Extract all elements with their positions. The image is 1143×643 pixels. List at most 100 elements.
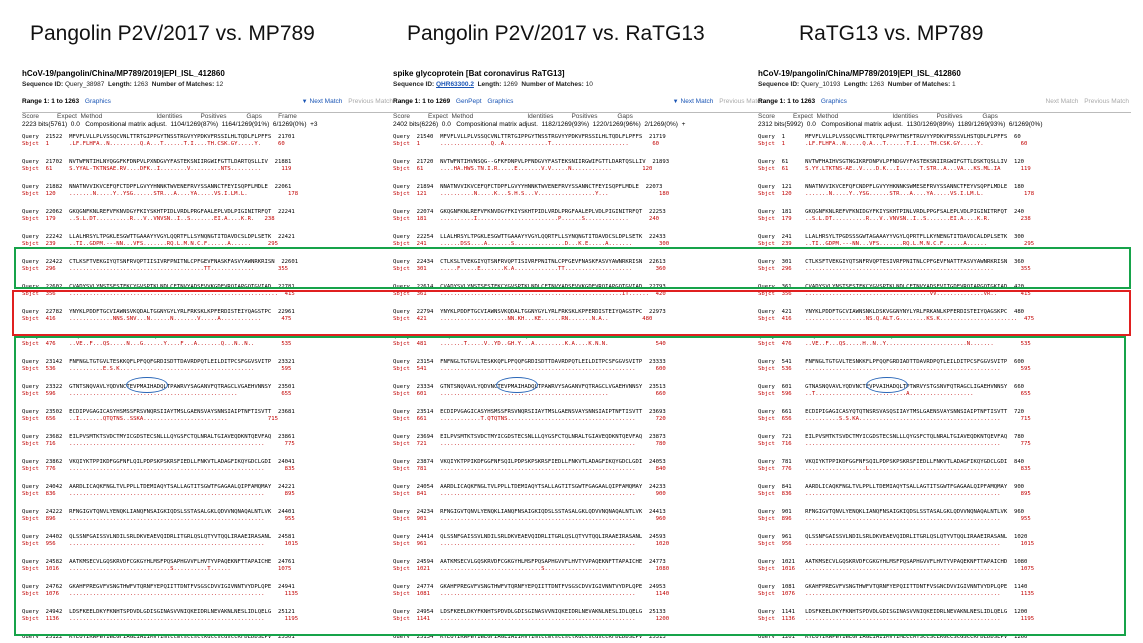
subject-line: Sbjct 179 ..S.L.DT..........R...V..VNVSN… bbox=[22, 216, 275, 222]
graphics-link[interactable]: Graphics bbox=[84, 98, 111, 105]
range-bar: Range 1: 1 to 1263 Graphics ▼ Next Match … bbox=[22, 98, 395, 109]
subject-line: Sbjct 1136 .............................… bbox=[22, 616, 299, 622]
query-line: Query 25134 KYEQYIKWPWYIWLGFIAGLIAIIMVTI… bbox=[393, 634, 666, 638]
alignment-block: Query 23142 FNFNGLTGTGVLTESKKQFLPFQQFGRD… bbox=[22, 359, 395, 373]
green-highlight-box-lower bbox=[14, 336, 1126, 636]
alignment-block: Query 24402 QLSSNFGAISSVLNDILSRLDKVEAEVQ… bbox=[22, 534, 395, 548]
subject-line: Sbjct 361 ..............................… bbox=[393, 291, 666, 297]
alignment-block: Query 23862 VKQIYKTPPIKDFGGFNFLQILPDPSKP… bbox=[22, 459, 395, 473]
subject-line: Sbjct 1 .LF.FLHFA..N.....Q.A...T......T.… bbox=[758, 141, 1028, 147]
alignment-block: Query 21522 MFVFLVLLPLVSSQCVNLTTRTGIPPGY… bbox=[22, 134, 395, 148]
alignment-block: Query 24042 AARDLICAQKFNGLTVLPPLLTDEMIAQ… bbox=[22, 484, 395, 498]
query-line: Query 22254 LLALHRSYLTPGKLESGWTTGAAAYYVG… bbox=[393, 234, 666, 240]
range-bar: Range 1: 1 to 1263 Graphics Next Match P… bbox=[758, 98, 1131, 109]
previous-match-link[interactable]: Previous Match bbox=[1084, 98, 1129, 105]
range-label: Range 1: 1 to 1263 bbox=[758, 98, 816, 105]
query-line: Query 121 NNATNVVIKVCEFQFCNDPFLGVYYHKNNK… bbox=[758, 184, 1025, 190]
query-line: Query 661 ECDIPIGAGICASYQTQTNSRSVASQSIIA… bbox=[758, 409, 1025, 415]
query-line: Query 1 MFVFLVLLPLVSSQCVNLTTRTQLPPAYTNSF… bbox=[758, 134, 1021, 140]
query-line: Query 24942 LDSFKEELDKYFKNHTSPDVDLGDISGI… bbox=[22, 609, 295, 615]
alignment-panel-right: hCoV-19/pangolin/China/MP789/2019|EPI_IS… bbox=[758, 68, 1131, 638]
query-line: Query 24402 QLSSNFGAISSVLNDILSRLDKVEAEVQ… bbox=[22, 534, 295, 540]
alignment-block: Query 961 QLSSNFGAISSVLNDILSRLDKVEAEVQID… bbox=[758, 534, 1131, 548]
alignment-block: Query 22074 GKQGNFKNLREFVFKNVDGYFKIYSKHT… bbox=[393, 209, 766, 223]
alignment-block: Query 22422 CTLKSFTVEKGIYQTSNFRVQPTIISIV… bbox=[22, 259, 395, 273]
query-line: Query 23874 VKQIYKTPPIKDFGGFNFSQILPDPSKP… bbox=[393, 459, 666, 465]
query-line: Query 181 GKQGNFKNLREFVFKNIDGYFKIYSKHTPI… bbox=[758, 209, 1025, 215]
subject-line: Sbjct 1136 .............................… bbox=[758, 616, 1035, 622]
next-match-link[interactable]: Next Match bbox=[309, 98, 343, 105]
alignment-body: Query 21522 MFVFLVLLPLVSSQCVNLTTRTGIPPGY… bbox=[22, 134, 395, 638]
query-line: Query 241 LLALHRSYLTPGDSSSGWTAGAAAYYVGYL… bbox=[758, 234, 1025, 240]
graphics-link[interactable]: Graphics bbox=[487, 98, 514, 105]
subject-line: Sbjct 836 ..............................… bbox=[758, 491, 1031, 497]
alignment-block: Query 901 RFNGIGVTQNVLYENQKLIANQFNSAIGKI… bbox=[758, 509, 1131, 523]
alignment-block: Query 301 CTLKSFTVEKGIYQTSNFRVQPTESIVRFP… bbox=[758, 259, 1131, 273]
alignment-panel-middle: spike glycoprotein [Bat coronavirus RaTG… bbox=[393, 68, 766, 638]
subject-line: Sbjct 596 ..T...........................… bbox=[758, 391, 1031, 397]
query-line: Query 21540 MFVFLVLLPLVSSQCVNLTTRTGIPPGY… bbox=[393, 134, 666, 140]
score-table: Score Expect Method Identities Positives… bbox=[393, 112, 766, 129]
sequence-id: Query_38987 bbox=[65, 81, 105, 88]
query-line: Query 22434 CTLKSLTVEKGIYQTSNFRVQPTISIVR… bbox=[393, 259, 666, 265]
subject-line: Sbjct 121 ..........N.....K...S.H.S...V.… bbox=[393, 191, 670, 197]
alignment-block: Query 24954 LDSFKEELDKYFKNHTSPDVDLGDISGI… bbox=[393, 609, 766, 623]
alignment-block: Query 21882 NNATNVVIKVCEFQFCTDPFLGVYYHNN… bbox=[22, 184, 395, 198]
alignment-block: Query 24414 QLSSNFGAISSVLNDILSRLDKVEAEVQ… bbox=[393, 534, 766, 548]
subject-line: Sbjct 716 ..............................… bbox=[758, 441, 1031, 447]
score-table-values: 2312 bits(5992) 0.0 Compositional matrix… bbox=[758, 121, 1043, 128]
subject-line: Sbjct 61 ....HA.HWS.TN.I.R.....E.......V… bbox=[393, 166, 653, 172]
query-line: Query 841 AARDLICAQKFNGLTVLPPLLTDEMIAQYT… bbox=[758, 484, 1025, 490]
subject-line: Sbjct 356 ..............................… bbox=[758, 291, 1031, 297]
previous-match-link[interactable]: Previous Match bbox=[719, 98, 764, 105]
next-match-icon: ▼ bbox=[672, 99, 679, 105]
query-line: Query 22794 YNYKLPDDFTGCVIAWNSVKQDALTGGN… bbox=[393, 309, 666, 315]
query-line: Query 23514 ECDIPVGAGICASYHSMSSFRSVNQRSI… bbox=[393, 409, 666, 415]
query-line: Query 25122 KYEQYIKWPWYIWLGFIAGLIAIIMVTI… bbox=[22, 634, 295, 638]
subject-header: hCoV-19/pangolin/China/MP789/2019|EPI_IS… bbox=[22, 69, 225, 78]
genpept-link[interactable]: GenPept bbox=[455, 98, 482, 105]
annotation-circle-middle bbox=[496, 377, 538, 393]
alignment-block: Query 661 ECDIPIGAGICASYQTQTNSRSVASQSIIA… bbox=[758, 409, 1131, 423]
alignment-block: Query 25134 KYEQYIKWPWYIWLGFIAGLIAIIMVTI… bbox=[393, 634, 766, 638]
subject-line: Sbjct 1 ...............Q..A.............… bbox=[393, 141, 660, 147]
alignment-block: Query 24054 AARDLICAQKFNGLTVLPPLLTDEMIAQ… bbox=[393, 484, 766, 498]
query-line: Query 21720 NVTWFNTIHVNSQG--GFKFDNPVLPFN… bbox=[393, 159, 670, 165]
alignment-block: Query 61 NVTWFHAIHVSGTNGIKRFDNPVLPFNDGVY… bbox=[758, 159, 1131, 173]
query-line: Query 301 CTLKSFTVEKGIYQTSNFRVQPTESIVRFP… bbox=[758, 259, 1025, 265]
alignment-block: Query 781 VKQIYKTPPIKDFGGFNFSQILPDPSKPSK… bbox=[758, 459, 1131, 473]
sequence-id-link[interactable]: QHR63300.2 bbox=[436, 81, 474, 88]
subject-line: Sbjct 656 ..........S.S.KA..............… bbox=[758, 416, 1031, 422]
query-line: Query 23154 FNFNGLTGTGVLTESKKQFLPFQQFGRD… bbox=[393, 359, 666, 365]
subject-line: Sbjct 296 ..............................… bbox=[22, 266, 289, 272]
subject-line: Sbjct 896 ..............................… bbox=[758, 516, 1031, 522]
subject-line: Sbjct 1021 .............................… bbox=[393, 566, 670, 572]
alignment-block: Query 22062 GKQGNFKNLREFVFKNVDGYFKIYSKHT… bbox=[22, 209, 395, 223]
alignment-block: Query 22782 YNYKLPDDFTGCVIAWNSVKQDALTGGN… bbox=[22, 309, 395, 323]
alignment-block: Query 23322 GTNTSNQVAVLYQDVNCTEVPMAIHADQ… bbox=[22, 384, 395, 398]
subject-line: Sbjct 241 ......DSS....A.......S........… bbox=[393, 241, 670, 247]
alignment-block: Query 23502 ECDIPVGAGICASYHSMSSFRSVNQRSI… bbox=[22, 409, 395, 423]
alignment-block: Query 23682 EILPVSMTKTSVDCTMYICGDSTECSNL… bbox=[22, 434, 395, 448]
alignment-block: Query 24942 LDSFKEELDKYFKNHTSPDVDLGDISGI… bbox=[22, 609, 395, 623]
title-left: Pangolin P2V/2017 vs. MP789 bbox=[30, 22, 315, 45]
subject-line: Sbjct 536 ..............................… bbox=[758, 366, 1031, 372]
previous-match-link[interactable]: Previous Match bbox=[348, 98, 393, 105]
alignment-block: Query 22254 LLALHRSYLTPGKLESGWTTGAAAYYVG… bbox=[393, 234, 766, 248]
query-line: Query 541 FNFNGLTGTGVLTESNKKFLPFQQFGRDIA… bbox=[758, 359, 1025, 365]
annotation-circle-right bbox=[866, 377, 908, 393]
query-line: Query 22242 LLALHRSYLTPGKLESGWTTGAAAYYVG… bbox=[22, 234, 295, 240]
alignment-block: Query 1021 AATKMSECVLGQSKRVDFCGKGYHLMSFP… bbox=[758, 559, 1131, 573]
green-highlight-box-upper bbox=[14, 247, 1131, 289]
next-match-link[interactable]: Next Match bbox=[680, 98, 714, 105]
annotation-circle-left bbox=[126, 377, 168, 393]
alignment-block: Query 24582 AATKMSECVLGQSKRVDFCGKGYHLMSF… bbox=[22, 559, 395, 573]
graphics-link[interactable]: Graphics bbox=[820, 98, 847, 105]
query-line: Query 24054 AARDLICAQKFNGLTVLPPLLTDEMIAQ… bbox=[393, 484, 666, 490]
subject-line: Sbjct 296 ..............................… bbox=[758, 266, 1031, 272]
next-match-link[interactable]: Next Match bbox=[1045, 98, 1079, 105]
subject-line: Sbjct 781 ..............................… bbox=[393, 466, 666, 472]
alignment-block: Query 23334 GTNTSNQVAVLYQDVNCTEVPMAIHADQ… bbox=[393, 384, 766, 398]
alignment-block: Query 25122 KYEQYIKWPWYIWLGFIAGLIAIIMVTI… bbox=[22, 634, 395, 638]
subject-line: Sbjct 179 ..S.L.DT..........R...V..VNVSN… bbox=[758, 216, 1031, 222]
